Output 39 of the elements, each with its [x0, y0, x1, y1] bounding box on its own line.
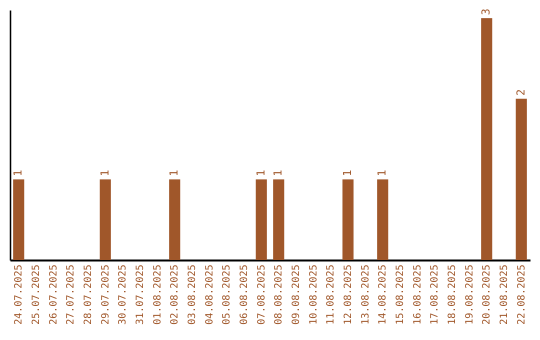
x-tick-label: 05.08.2025 — [222, 264, 233, 325]
x-tick-label: 02.08.2025 — [170, 264, 181, 325]
x-tick-label: 22.08.2025 — [516, 264, 528, 325]
x-tick-label: 08.08.2025 — [274, 264, 285, 325]
x-tick-label: 10.08.2025 — [308, 264, 320, 325]
x-tick-label: 29.07.2025 — [100, 264, 112, 325]
x-tick-label: 25.07.2025 — [31, 264, 42, 325]
x-tick-label: 21.08.2025 — [499, 264, 510, 325]
x-tick-label: 16.08.2025 — [412, 264, 424, 325]
x-tick-label: 06.08.2025 — [239, 264, 250, 325]
data-label: 1 — [254, 170, 268, 176]
x-tick-label: 27.07.2025 — [66, 264, 77, 325]
x-tick-label: 13.08.2025 — [360, 264, 372, 325]
x-tick-label: 07.08.2025 — [256, 264, 268, 325]
x-tick-label: 09.08.2025 — [291, 264, 302, 325]
data-label: 3 — [480, 8, 493, 16]
data-label: 1 — [272, 170, 285, 176]
x-tick-label: 31.07.2025 — [135, 264, 146, 325]
data-label: 1 — [12, 170, 25, 176]
data-label: 1 — [376, 170, 389, 176]
x-tick-label: 18.08.2025 — [447, 264, 458, 325]
x-tick-label: 19.08.2025 — [464, 264, 476, 325]
x-tick-label: 20.08.2025 — [482, 264, 493, 325]
x-tick-label: 26.07.2025 — [48, 264, 60, 325]
x-tick-label: 17.08.2025 — [430, 264, 441, 325]
data-label: 1 — [98, 170, 112, 176]
x-tick-label: 12.08.2025 — [343, 264, 354, 325]
x-tick-label: 11.08.2025 — [326, 264, 337, 325]
x-tick-label: 15.08.2025 — [395, 264, 406, 325]
x-tick-label: 28.07.2025 — [83, 264, 94, 325]
data-label: 2 — [514, 89, 528, 96]
x-tick-label: 30.07.2025 — [118, 264, 129, 325]
x-tick-label: 04.08.2025 — [204, 264, 216, 325]
x-tick-label: 01.08.2025 — [152, 264, 164, 325]
x-tick-label: 03.08.2025 — [187, 264, 198, 325]
data-label: 1 — [168, 170, 181, 176]
x-tick-label: 24.07.2025 — [14, 264, 25, 325]
x-tick-label: 14.08.2025 — [378, 264, 389, 325]
data-label: 1 — [341, 170, 354, 176]
